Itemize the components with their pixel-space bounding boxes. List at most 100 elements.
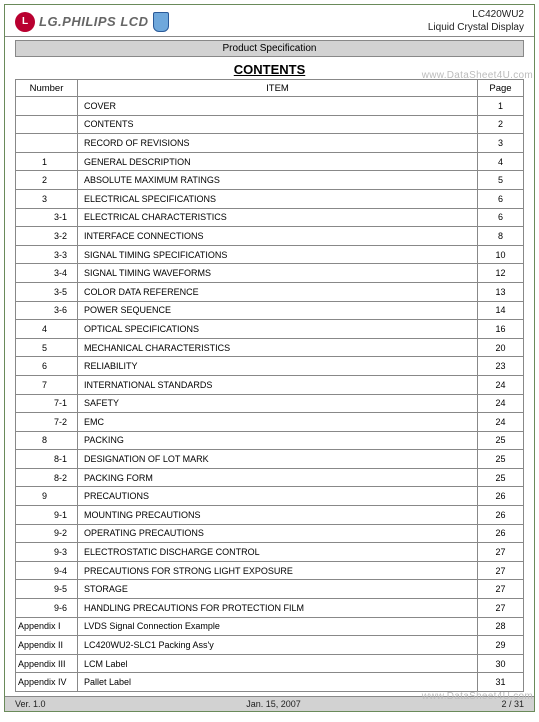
cell-number bbox=[16, 97, 78, 116]
cell-item: PACKING bbox=[78, 431, 478, 450]
table-row: 9-5STORAGE27 bbox=[16, 580, 524, 599]
cell-number: 9-2 bbox=[16, 524, 78, 543]
cell-item: RELIABILITY bbox=[78, 357, 478, 376]
table-row: 9-2OPERATING PRECAUTIONS26 bbox=[16, 524, 524, 543]
cell-number: 1 bbox=[16, 152, 78, 171]
cell-item: OPERATING PRECAUTIONS bbox=[78, 524, 478, 543]
cell-page: 12 bbox=[478, 264, 524, 283]
cell-item: DESIGNATION OF LOT MARK bbox=[78, 450, 478, 469]
cell-page: 29 bbox=[478, 636, 524, 655]
cell-page: 13 bbox=[478, 282, 524, 301]
cell-item: INTERNATIONAL STANDARDS bbox=[78, 375, 478, 394]
cell-number: 3-4 bbox=[16, 264, 78, 283]
cell-item: ELECTRICAL CHARACTERISTICS bbox=[78, 208, 478, 227]
table-row: Appendix IIILCM Label30 bbox=[16, 654, 524, 673]
cell-page: 25 bbox=[478, 450, 524, 469]
cell-item: COVER bbox=[78, 97, 478, 116]
cell-page: 26 bbox=[478, 506, 524, 525]
cell-number: 8-1 bbox=[16, 450, 78, 469]
table-row: 9-4PRECAUTIONS FOR STRONG LIGHT EXPOSURE… bbox=[16, 561, 524, 580]
footer-date: Jan. 15, 2007 bbox=[246, 699, 301, 709]
cell-number: 3 bbox=[16, 189, 78, 208]
table-row: 4OPTICAL SPECIFICATIONS16 bbox=[16, 320, 524, 339]
table-row: 8-2PACKING FORM25 bbox=[16, 468, 524, 487]
footer-version: Ver. 1.0 bbox=[15, 699, 46, 709]
cell-page: 27 bbox=[478, 580, 524, 599]
table-row: 3-5COLOR DATA REFERENCE13 bbox=[16, 282, 524, 301]
cell-item: OPTICAL SPECIFICATIONS bbox=[78, 320, 478, 339]
table-row: 3-6POWER SEQUENCE14 bbox=[16, 301, 524, 320]
table-row: 8PACKING25 bbox=[16, 431, 524, 450]
table-row: COVER1 bbox=[16, 97, 524, 116]
cell-page: 26 bbox=[478, 524, 524, 543]
cell-number: 9-6 bbox=[16, 599, 78, 618]
table-row: 3-1ELECTRICAL CHARACTERISTICS6 bbox=[16, 208, 524, 227]
table-row: Appendix IILC420WU2-SLC1 Packing Ass'y29 bbox=[16, 636, 524, 655]
cell-item: ELECTROSTATIC DISCHARGE CONTROL bbox=[78, 543, 478, 562]
lg-logo-icon: L bbox=[15, 12, 35, 32]
col-head-number: Number bbox=[16, 80, 78, 97]
table-row: 8-1DESIGNATION OF LOT MARK25 bbox=[16, 450, 524, 469]
cell-number bbox=[16, 115, 78, 134]
cell-item: GENERAL DESCRIPTION bbox=[78, 152, 478, 171]
cell-number: 2 bbox=[16, 171, 78, 190]
cell-page: 4 bbox=[478, 152, 524, 171]
table-row: Appendix ILVDS Signal Connection Example… bbox=[16, 617, 524, 636]
cell-page: 27 bbox=[478, 543, 524, 562]
cell-item: LC420WU2-SLC1 Packing Ass'y bbox=[78, 636, 478, 655]
brand-text: LG.PHILIPS LCD bbox=[39, 14, 149, 29]
cell-number: 9-4 bbox=[16, 561, 78, 580]
cell-page: 28 bbox=[478, 617, 524, 636]
cell-page: 25 bbox=[478, 468, 524, 487]
table-row: 6RELIABILITY23 bbox=[16, 357, 524, 376]
cell-number: Appendix IV bbox=[16, 673, 78, 692]
cell-page: 23 bbox=[478, 357, 524, 376]
cell-number: 4 bbox=[16, 320, 78, 339]
cell-number: 7-1 bbox=[16, 394, 78, 413]
cell-number: 9-5 bbox=[16, 580, 78, 599]
cell-number: 7 bbox=[16, 375, 78, 394]
cell-item: COLOR DATA REFERENCE bbox=[78, 282, 478, 301]
cell-item: MOUNTING PRECAUTIONS bbox=[78, 506, 478, 525]
spec-title-bar: Product Specification bbox=[15, 40, 524, 57]
cell-number: Appendix I bbox=[16, 617, 78, 636]
cell-item: LCM Label bbox=[78, 654, 478, 673]
contents-heading: CONTENTS bbox=[5, 59, 534, 79]
cell-item: LVDS Signal Connection Example bbox=[78, 617, 478, 636]
cell-number: Appendix III bbox=[16, 654, 78, 673]
table-row: 9-3ELECTROSTATIC DISCHARGE CONTROL27 bbox=[16, 543, 524, 562]
col-head-page: Page bbox=[478, 80, 524, 97]
cell-number: 3-3 bbox=[16, 245, 78, 264]
table-row: RECORD OF REVISIONS3 bbox=[16, 134, 524, 153]
cell-item: SIGNAL TIMING WAVEFORMS bbox=[78, 264, 478, 283]
document-page: L LG.PHILIPS LCD LC420WU2 Liquid Crystal… bbox=[4, 4, 535, 712]
cell-page: 3 bbox=[478, 134, 524, 153]
cell-number: 3-2 bbox=[16, 227, 78, 246]
table-head-row: Number ITEM Page bbox=[16, 80, 524, 97]
cell-page: 2 bbox=[478, 115, 524, 134]
cell-page: 30 bbox=[478, 654, 524, 673]
cell-page: 6 bbox=[478, 189, 524, 208]
cell-number: 6 bbox=[16, 357, 78, 376]
cell-item: SIGNAL TIMING SPECIFICATIONS bbox=[78, 245, 478, 264]
table-row: 1GENERAL DESCRIPTION4 bbox=[16, 152, 524, 171]
table-row: 9PRECAUTIONS26 bbox=[16, 487, 524, 506]
cell-page: 31 bbox=[478, 673, 524, 692]
contents-table: Number ITEM Page COVER1CONTENTS2RECORD O… bbox=[15, 79, 524, 692]
philips-shield-icon bbox=[153, 12, 169, 32]
table-row: 7-2EMC24 bbox=[16, 413, 524, 432]
cell-item: CONTENTS bbox=[78, 115, 478, 134]
brand-block: L LG.PHILIPS LCD bbox=[15, 12, 169, 32]
cell-page: 8 bbox=[478, 227, 524, 246]
cell-item: ELECTRICAL SPECIFICATIONS bbox=[78, 189, 478, 208]
page-footer: Ver. 1.0 Jan. 15, 2007 2 / 31 bbox=[5, 696, 534, 711]
cell-number: 8-2 bbox=[16, 468, 78, 487]
cell-number: Appendix II bbox=[16, 636, 78, 655]
cell-number: 3-1 bbox=[16, 208, 78, 227]
cell-page: 27 bbox=[478, 561, 524, 580]
cell-page: 10 bbox=[478, 245, 524, 264]
table-row: 7-1SAFETY24 bbox=[16, 394, 524, 413]
cell-item: PRECAUTIONS FOR STRONG LIGHT EXPOSURE bbox=[78, 561, 478, 580]
cell-page: 24 bbox=[478, 413, 524, 432]
header-right: LC420WU2 Liquid Crystal Display bbox=[428, 9, 524, 34]
